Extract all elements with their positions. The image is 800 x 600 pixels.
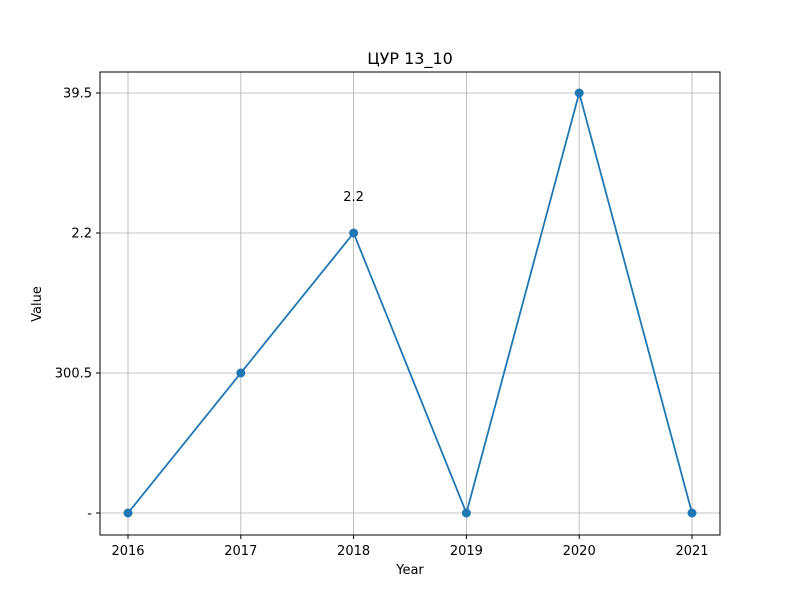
x-axis: 2016 2017 2018 2019 2020 2021 <box>111 535 709 559</box>
series-line <box>127 89 693 516</box>
data-point <box>574 88 584 98</box>
x-tick-label: 2021 <box>675 544 708 559</box>
data-point <box>123 508 133 518</box>
plot-frame <box>99 71 721 536</box>
data-point <box>236 368 246 378</box>
data-point <box>349 228 359 238</box>
data-point <box>461 508 471 518</box>
data-label: 2.2 <box>343 190 364 205</box>
x-tick-label: 2019 <box>450 544 483 559</box>
y-axis-label: Value <box>30 286 45 322</box>
y-tick-label: - <box>87 507 92 522</box>
x-tick-label: 2016 <box>111 544 144 559</box>
x-axis-label: Year <box>395 563 424 578</box>
y-axis: - 300.5 2.2 39.5 <box>55 87 100 522</box>
x-tick-label: 2017 <box>224 544 257 559</box>
y-tick-label: 2.2 <box>71 227 92 242</box>
y-tick-label: 300.5 <box>55 367 92 382</box>
x-tick-label: 2020 <box>563 544 596 559</box>
series-group <box>123 88 697 518</box>
data-point <box>687 508 697 518</box>
x-tick-label: 2018 <box>337 544 370 559</box>
chart-title: ЦУР 13_10 <box>367 49 453 69</box>
y-tick-label: 39.5 <box>63 87 92 102</box>
annotations: 2.2 <box>343 190 364 205</box>
